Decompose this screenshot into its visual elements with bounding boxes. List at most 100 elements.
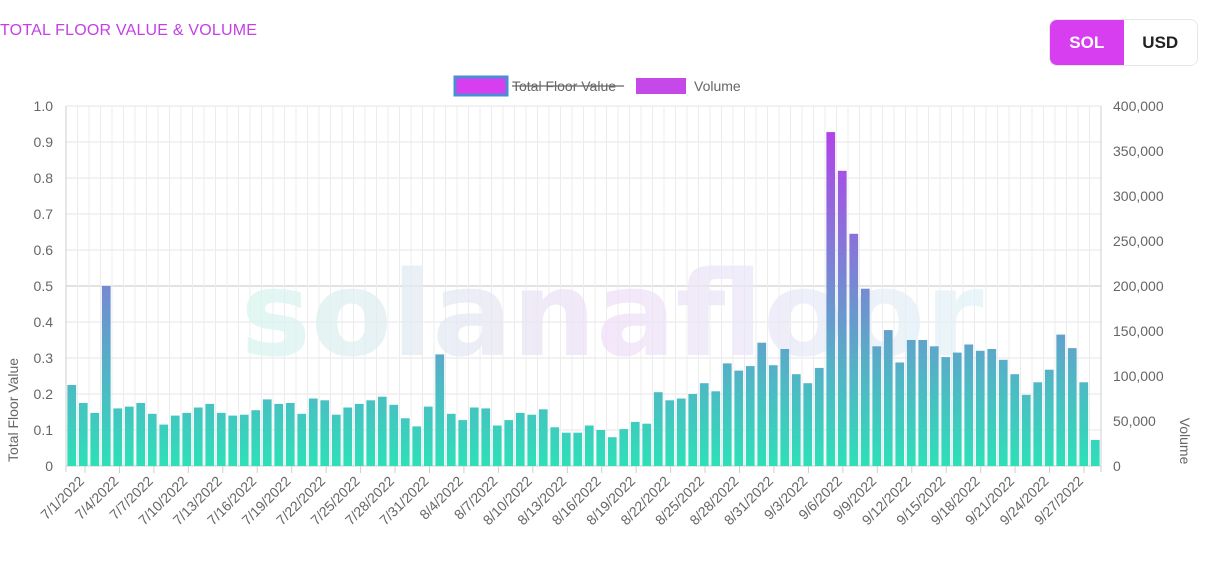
volume-bar[interactable] — [791, 374, 801, 466]
volume-bar[interactable] — [619, 429, 629, 466]
volume-bar[interactable] — [573, 432, 583, 466]
volume-bar[interactable] — [860, 288, 870, 466]
volume-bar[interactable] — [354, 403, 364, 466]
sol-toggle-button[interactable]: SOL — [1050, 20, 1124, 65]
legend-swatch-volume — [636, 78, 686, 94]
volume-bar[interactable] — [308, 398, 318, 467]
usd-toggle-button[interactable]: USD — [1123, 20, 1197, 65]
volume-bar[interactable] — [159, 424, 169, 466]
volume-bar[interactable] — [400, 418, 410, 466]
volume-bar[interactable] — [538, 409, 548, 466]
volume-bar[interactable] — [1010, 374, 1020, 466]
volume-bar[interactable] — [170, 415, 180, 466]
volume-bar[interactable] — [504, 420, 514, 466]
volume-bar[interactable] — [665, 400, 675, 466]
volume-bar[interactable] — [699, 383, 709, 466]
volume-bar[interactable] — [929, 346, 939, 466]
volume-bar[interactable] — [297, 413, 307, 466]
volume-bar[interactable] — [826, 132, 836, 466]
volume-bar[interactable] — [941, 357, 951, 466]
volume-bar[interactable] — [734, 370, 744, 466]
volume-bar[interactable] — [768, 365, 778, 466]
volume-bar[interactable] — [722, 363, 732, 466]
volume-bar[interactable] — [814, 367, 824, 466]
volume-bar[interactable] — [182, 412, 192, 466]
volume-bar[interactable] — [113, 408, 123, 466]
volume-bar[interactable] — [1090, 439, 1100, 466]
volume-bar[interactable] — [975, 350, 985, 466]
volume-bar[interactable] — [550, 427, 560, 466]
volume-bar[interactable] — [987, 349, 997, 466]
volume-bar[interactable] — [596, 430, 606, 466]
volume-bar[interactable] — [458, 420, 468, 466]
volume-bar[interactable] — [389, 404, 399, 466]
volume-bar[interactable] — [607, 437, 617, 466]
volume-bar[interactable] — [757, 342, 767, 466]
volume-bar[interactable] — [239, 414, 249, 466]
y-right-tick-label: 400,000 — [1113, 98, 1164, 114]
volume-bar[interactable] — [331, 414, 341, 466]
volume-bar[interactable] — [147, 413, 157, 466]
volume-bar[interactable] — [837, 170, 847, 467]
volume-bar[interactable] — [446, 413, 456, 466]
volume-bar[interactable] — [78, 403, 88, 466]
volume-bar[interactable] — [251, 410, 261, 466]
volume-bar[interactable] — [584, 425, 594, 467]
volume-bar[interactable] — [1033, 382, 1043, 466]
volume-bar[interactable] — [998, 359, 1008, 466]
volume-bar[interactable] — [849, 233, 859, 466]
volume-bar[interactable] — [561, 432, 571, 466]
volume-bar[interactable] — [688, 394, 698, 466]
currency-toggle: SOL USD — [1049, 19, 1198, 66]
volume-bar[interactable] — [412, 426, 422, 466]
volume-bar[interactable] — [285, 403, 295, 466]
volume-bar[interactable] — [366, 400, 376, 466]
volume-bar[interactable] — [642, 423, 652, 466]
volume-bar[interactable] — [653, 392, 663, 466]
volume-bar[interactable] — [216, 412, 226, 466]
volume-bar[interactable] — [918, 340, 928, 466]
volume-bar[interactable] — [90, 412, 100, 466]
volume-bar[interactable] — [435, 354, 445, 466]
volume-bar[interactable] — [1067, 348, 1077, 466]
volume-bar[interactable] — [1056, 334, 1066, 466]
y-right-tick-label: 200,000 — [1113, 278, 1164, 294]
volume-bar[interactable] — [274, 403, 284, 466]
volume-bar[interactable] — [377, 396, 387, 466]
volume-bar[interactable] — [906, 340, 916, 466]
volume-bar[interactable] — [343, 407, 353, 467]
volume-bar[interactable] — [136, 403, 146, 466]
volume-bar[interactable] — [193, 407, 203, 467]
volume-bar[interactable] — [964, 344, 974, 467]
volume-bar[interactable] — [124, 406, 134, 466]
volume-bar[interactable] — [780, 349, 790, 466]
volume-bar[interactable] — [630, 421, 640, 466]
volume-bar[interactable] — [320, 400, 330, 466]
volume-bar[interactable] — [711, 391, 721, 466]
y-left-tick-label: 0.7 — [34, 206, 54, 222]
volume-bar[interactable] — [883, 330, 893, 466]
volume-bar[interactable] — [67, 385, 77, 466]
volume-bar[interactable] — [895, 362, 905, 467]
volume-bar[interactable] — [228, 415, 238, 466]
volume-bar[interactable] — [872, 346, 882, 466]
volume-bar[interactable] — [423, 406, 433, 466]
volume-bar[interactable] — [803, 383, 813, 466]
volume-bar[interactable] — [481, 408, 491, 466]
volume-bar[interactable] — [745, 366, 755, 466]
volume-bar[interactable] — [1044, 369, 1054, 466]
y-left-tick-label: 1.0 — [34, 98, 54, 114]
volume-bar[interactable] — [469, 407, 479, 467]
volume-bar[interactable] — [676, 398, 686, 467]
volume-bar[interactable] — [492, 425, 502, 467]
volume-bar[interactable] — [952, 352, 962, 466]
volume-bar[interactable] — [205, 403, 215, 466]
volume-bar[interactable] — [515, 412, 525, 466]
volume-bar[interactable] — [262, 399, 272, 466]
legend-item-total-floor-value[interactable]: Total Floor Value — [453, 75, 624, 97]
volume-bar[interactable] — [101, 286, 111, 466]
legend-item-volume[interactable]: Volume — [636, 78, 741, 94]
volume-bar[interactable] — [1021, 394, 1031, 466]
volume-bar[interactable] — [527, 414, 537, 466]
volume-bar[interactable] — [1079, 382, 1089, 466]
